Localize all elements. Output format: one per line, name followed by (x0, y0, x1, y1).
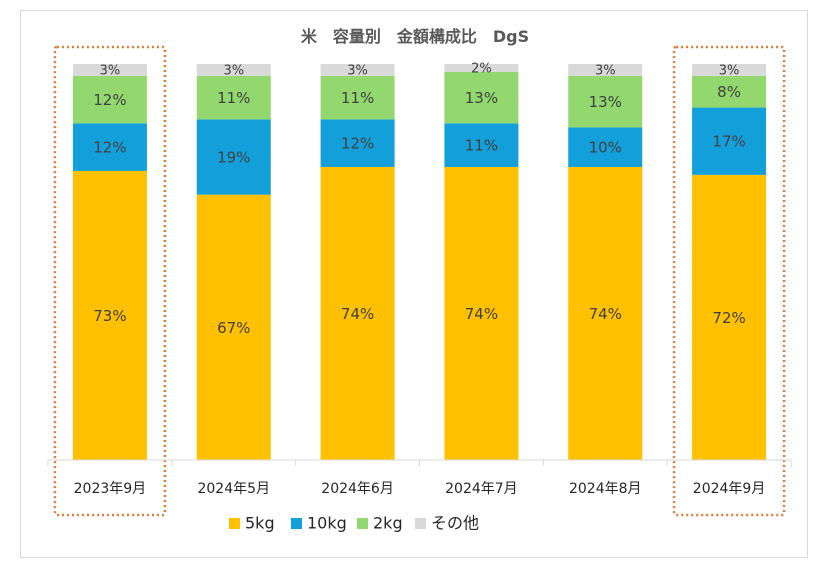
bar-segment-その他 (444, 64, 519, 72)
highlight-boxes (53, 45, 786, 517)
bar-segment-5kg (72, 170, 147, 461)
category-label: 2024年5月 (197, 481, 270, 497)
bars: 73% 12% 12% 3% 67% 19% 11% 3% 74% 12% 11% 3% 74% 11% 1… (72, 61, 767, 461)
legend-swatch (291, 518, 302, 529)
bar-segment-5kg (692, 174, 767, 460)
bar-segment-5kg (444, 166, 519, 460)
bar-segment-10kg (692, 107, 767, 175)
category-label: 2024年8月 (569, 481, 642, 497)
bar-segment-その他 (320, 64, 395, 76)
data-label: 3% (719, 63, 740, 78)
data-label: 74% (465, 305, 498, 323)
data-label: 11% (341, 89, 374, 107)
legend-swatch (229, 518, 240, 529)
legend: 5kg 10kg 2kg その他 (229, 514, 479, 533)
bar-segment-10kg (568, 127, 643, 167)
bar-segment-その他 (72, 64, 147, 76)
data-label: 13% (589, 93, 622, 111)
legend-label: 5kg (245, 514, 275, 533)
legend-label: 2kg (373, 514, 403, 533)
data-label: 73% (93, 307, 126, 325)
category-label: 2024年7月 (445, 481, 518, 497)
bar-segment-5kg (568, 166, 643, 460)
bar-segment-2kg (568, 75, 643, 128)
bar-segment-その他 (692, 64, 767, 76)
data-label: 72% (712, 309, 745, 327)
data-label: 3% (100, 63, 121, 78)
data-label: 3% (595, 63, 616, 78)
data-label: 74% (341, 305, 374, 323)
data-label: 10% (589, 139, 622, 157)
legend-swatch (415, 518, 426, 529)
bar-segment-その他 (196, 64, 271, 76)
data-label: 13% (465, 89, 498, 107)
data-label: 11% (465, 137, 498, 155)
data-label: 3% (347, 63, 368, 78)
bar-segment-5kg (196, 194, 271, 460)
category-labels: 2023年9月 2024年5月 2024年6月 2024年7月 2024年8月 2024年… (74, 481, 766, 497)
bar-segment-10kg (196, 119, 271, 195)
bar-segment-2kg (692, 75, 767, 108)
legend-swatch (357, 518, 368, 529)
bar-segment-10kg (444, 123, 519, 167)
bar-segment-2kg (72, 75, 147, 124)
chart-title: 米 容量別 金額構成比 DgS (301, 27, 529, 46)
category-label: 2024年9月 (693, 481, 766, 497)
bar-segment-2kg (320, 75, 395, 120)
data-label: 8% (717, 83, 741, 101)
category-label: 2024年6月 (321, 481, 394, 497)
legend-label: その他 (431, 514, 479, 533)
bar-segment-2kg (444, 71, 519, 124)
legend-label: 10kg (307, 514, 347, 533)
data-label: 17% (712, 133, 745, 151)
highlight-box (53, 45, 167, 517)
bar-segment-2kg (196, 75, 271, 120)
stacked-bar-chart: 米 容量別 金額構成比 DgS 73% 12% 12% 3% 67% 19% 11% 3% 74… (47, 27, 792, 533)
data-label: 74% (589, 305, 622, 323)
data-label: 11% (217, 89, 250, 107)
data-label: 2% (471, 61, 492, 76)
bar-segment-10kg (320, 119, 395, 167)
category-label: 2023年9月 (74, 481, 147, 497)
data-label: 12% (341, 135, 374, 153)
data-label: 19% (217, 149, 250, 167)
data-label: 3% (223, 63, 244, 78)
data-label: 12% (93, 91, 126, 109)
data-label: 67% (217, 319, 250, 337)
bar-segment-5kg (320, 166, 395, 460)
highlight-box (672, 45, 786, 517)
data-label: 12% (93, 139, 126, 157)
chart-frame: 米 容量別 金額構成比 DgS 73% 12% 12% 3% 67% 19% 11% 3% 74… (20, 10, 808, 558)
bar-segment-その他 (568, 64, 643, 76)
x-axis-ticks (47, 460, 792, 466)
bar-segment-10kg (72, 123, 147, 171)
